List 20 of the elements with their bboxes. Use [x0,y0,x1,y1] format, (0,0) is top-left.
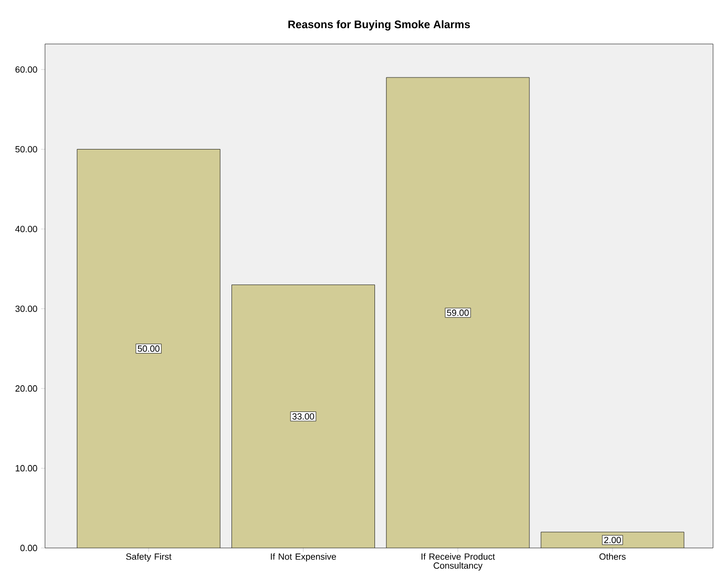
data-label: 33.00 [292,413,314,420]
data-label: 50.00 [138,345,160,352]
y-tick-label: 0.00 [20,544,38,552]
bar [386,77,530,548]
y-tick-label: 60.00 [16,66,38,73]
bar [77,149,220,548]
data-label: 2.00 [604,536,621,544]
data-label: 59.00 [447,310,469,316]
x-tick-label: If Not Expensive [270,553,336,562]
y-tick-label: 30.00 [15,306,38,312]
x-tick-label: If Receive Product Consultancy [422,553,495,571]
y-tick-label: 10.00 [16,465,38,472]
y-tick-label: 50.00 [15,146,38,152]
chart-title: Reasons for Buying Smoke Alarms [288,20,470,30]
y-tick-label: 20.00 [16,385,38,392]
x-tick-label: Safety First [126,553,172,562]
y-tick-label: 40.00 [15,226,38,232]
bar [540,532,684,548]
x-tick-label: Others [599,553,626,560]
bar [232,284,375,548]
